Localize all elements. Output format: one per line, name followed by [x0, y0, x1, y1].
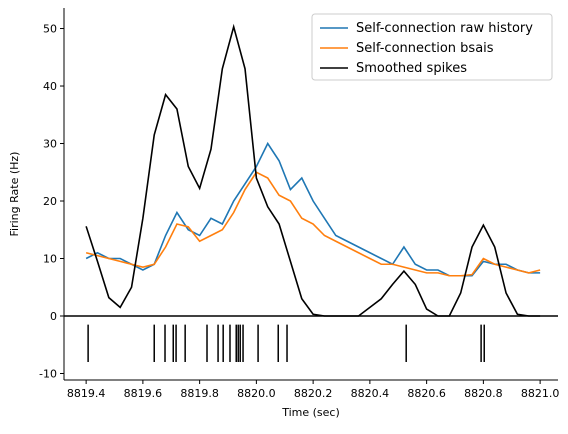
x-tick-label: 8821.0 [521, 387, 560, 400]
x-tick-label: 8820.0 [237, 387, 276, 400]
y-axis-label: Firing Rate (Hz) [8, 152, 21, 237]
y-tick-label: -10 [39, 368, 57, 381]
legend-label: Self-connection raw history [356, 21, 533, 36]
x-tick-label: 8819.8 [180, 387, 219, 400]
y-tick-label: 20 [43, 195, 57, 208]
y-tick-label: 40 [43, 80, 57, 93]
y-tick-label: 50 [43, 23, 57, 36]
line-series [85, 23, 541, 317]
x-tick-label: 8820.6 [407, 387, 446, 400]
y-tick-label: 30 [43, 138, 57, 151]
x-tick-label: 8820.4 [351, 387, 390, 400]
legend-label: Self-connection bsais [356, 41, 494, 56]
legend-label: Smoothed spikes [356, 61, 467, 76]
line-series [85, 171, 541, 277]
legend-box [311, 13, 553, 81]
x-tick-label: 8820.8 [464, 387, 503, 400]
x-tick-label: 8819.6 [124, 387, 163, 400]
x-tick-label: 8820.2 [294, 387, 333, 400]
y-tick-label: 10 [43, 253, 57, 266]
x-tick-label: 8819.4 [67, 387, 106, 400]
line-series [85, 141, 541, 277]
y-tick-label: 0 [50, 310, 57, 323]
x-axis-label: Time (sec) [281, 406, 340, 419]
